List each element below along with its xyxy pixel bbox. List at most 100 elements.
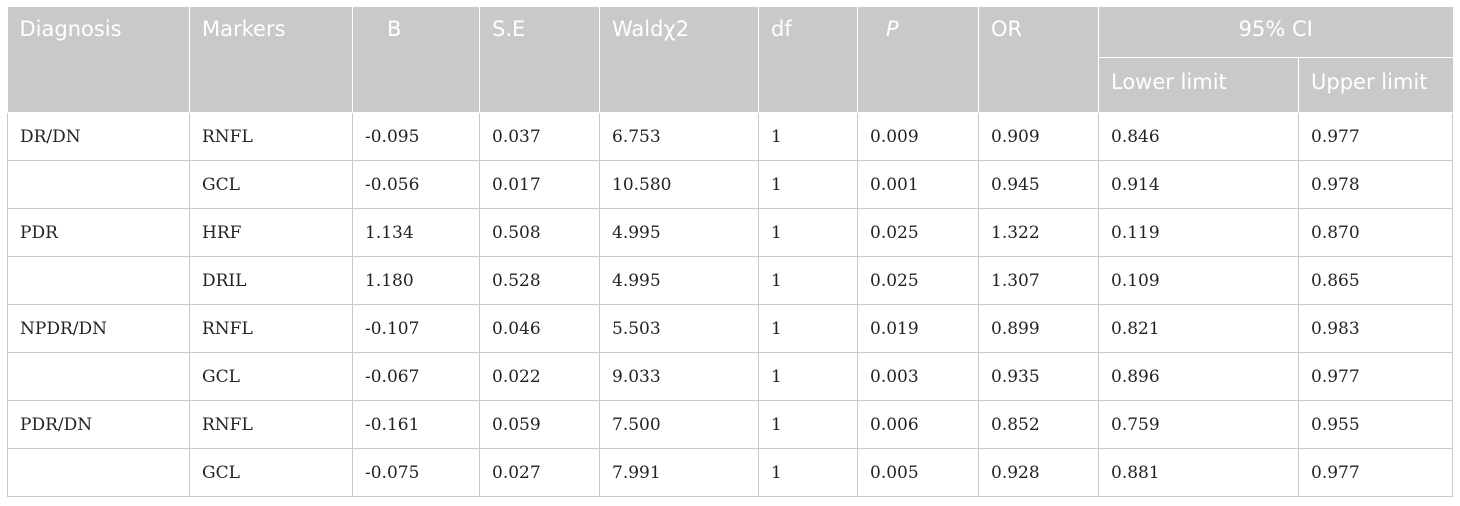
cell-marker: HRF (189, 208, 353, 257)
cell-wald: 5.503 (599, 304, 759, 353)
cell-marker: DRIL (189, 256, 353, 305)
cell-marker: GCL (189, 160, 353, 209)
cell-upper-limit: 0.978 (1298, 160, 1453, 209)
header-p: P (857, 7, 979, 113)
table-row: GCL -0.075 0.027 7.991 1 0.005 0.928 0.881 0.977 (7, 448, 1453, 497)
header-wald: Waldχ2 (599, 7, 759, 113)
cell-upper-limit: 0.977 (1298, 112, 1453, 161)
cell-or: 0.852 (978, 400, 1099, 449)
cell-lower-limit: 0.119 (1098, 208, 1299, 257)
table-row: PDR/DN RNFL -0.161 0.059 7.500 1 0.006 0.852 0.7… (7, 400, 1453, 449)
cell-upper-limit: 0.977 (1298, 352, 1453, 401)
header-or: OR (978, 7, 1099, 113)
cell-or: 0.909 (978, 112, 1099, 161)
cell-b: -0.107 (352, 304, 480, 353)
table-row: PDR HRF 1.134 0.508 4.995 1 0.025 1.322 0.119 0.8… (7, 208, 1453, 257)
cell-diagnosis: PDR (7, 208, 190, 257)
cell-se: 0.508 (479, 208, 600, 257)
cell-df: 1 (758, 256, 858, 305)
cell-p: 0.025 (857, 208, 979, 257)
cell-or: 0.899 (978, 304, 1099, 353)
table-row: GCL -0.056 0.017 10.580 1 0.001 0.945 0.914 0.97… (7, 160, 1453, 209)
table-row: GCL -0.067 0.022 9.033 1 0.003 0.935 0.896 0.977 (7, 352, 1453, 401)
table-row: DR/DN RNFL -0.095 0.037 6.753 1 0.009 0.909 0.84… (7, 112, 1453, 161)
table-row: DRIL 1.180 0.528 4.995 1 0.025 1.307 0.109 0.865 (7, 256, 1453, 305)
cell-df: 1 (758, 304, 858, 353)
cell-se: 0.059 (479, 400, 600, 449)
cell-se: 0.528 (479, 256, 600, 305)
header-b: B (352, 7, 480, 113)
cell-se: 0.022 (479, 352, 600, 401)
cell-p: 0.006 (857, 400, 979, 449)
cell-marker: RNFL (189, 304, 353, 353)
cell-lower-limit: 0.109 (1098, 256, 1299, 305)
header-markers: Markers (189, 7, 353, 113)
cell-or: 1.307 (978, 256, 1099, 305)
cell-diagnosis (7, 352, 190, 401)
cell-upper-limit: 0.865 (1298, 256, 1453, 305)
table-row: NPDR/DN RNFL -0.107 0.046 5.503 1 0.019 0.899 0.… (7, 304, 1453, 353)
cell-or: 1.322 (978, 208, 1099, 257)
cell-diagnosis (7, 448, 190, 497)
cell-wald: 7.500 (599, 400, 759, 449)
cell-b: -0.095 (352, 112, 480, 161)
cell-b: -0.161 (352, 400, 480, 449)
cell-diagnosis (7, 256, 190, 305)
cell-df: 1 (758, 352, 858, 401)
cell-df: 1 (758, 160, 858, 209)
cell-diagnosis: DR/DN (7, 112, 190, 161)
cell-marker: GCL (189, 448, 353, 497)
header-se: S.E (479, 7, 600, 113)
cell-upper-limit: 0.955 (1298, 400, 1453, 449)
results-table-container: Diagnosis Markers B S.E Waldχ2 df P OR 9… (7, 7, 1453, 497)
cell-wald: 4.995 (599, 256, 759, 305)
cell-lower-limit: 0.821 (1098, 304, 1299, 353)
cell-marker: RNFL (189, 112, 353, 161)
table-body: DR/DN RNFL -0.095 0.037 6.753 1 0.009 0.909 0.84… (7, 112, 1453, 497)
cell-b: -0.067 (352, 352, 480, 401)
cell-b: -0.075 (352, 448, 480, 497)
header-diagnosis: Diagnosis (7, 7, 190, 113)
cell-p: 0.003 (857, 352, 979, 401)
cell-lower-limit: 0.896 (1098, 352, 1299, 401)
cell-wald: 6.753 (599, 112, 759, 161)
cell-diagnosis: NPDR/DN (7, 304, 190, 353)
cell-wald: 10.580 (599, 160, 759, 209)
cell-upper-limit: 0.870 (1298, 208, 1453, 257)
cell-p: 0.025 (857, 256, 979, 305)
cell-df: 1 (758, 448, 858, 497)
cell-wald: 4.995 (599, 208, 759, 257)
cell-marker: GCL (189, 352, 353, 401)
header-95ci: 95% CI (1098, 7, 1453, 58)
cell-marker: RNFL (189, 400, 353, 449)
header-lower-limit: Lower limit (1098, 57, 1299, 113)
cell-p: 0.001 (857, 160, 979, 209)
cell-b: -0.056 (352, 160, 480, 209)
cell-se: 0.037 (479, 112, 600, 161)
cell-df: 1 (758, 208, 858, 257)
cell-or: 0.935 (978, 352, 1099, 401)
cell-upper-limit: 0.983 (1298, 304, 1453, 353)
cell-b: 1.180 (352, 256, 480, 305)
logistic-regression-table: Diagnosis Markers B S.E Waldχ2 df P OR 9… (7, 7, 1453, 497)
cell-diagnosis: PDR/DN (7, 400, 190, 449)
cell-lower-limit: 0.914 (1098, 160, 1299, 209)
cell-p: 0.019 (857, 304, 979, 353)
cell-or: 0.928 (978, 448, 1099, 497)
header-df: df (758, 7, 858, 113)
cell-wald: 7.991 (599, 448, 759, 497)
cell-upper-limit: 0.977 (1298, 448, 1453, 497)
cell-se: 0.027 (479, 448, 600, 497)
cell-p: 0.005 (857, 448, 979, 497)
cell-diagnosis (7, 160, 190, 209)
cell-lower-limit: 0.759 (1098, 400, 1299, 449)
cell-lower-limit: 0.881 (1098, 448, 1299, 497)
cell-lower-limit: 0.846 (1098, 112, 1299, 161)
cell-b: 1.134 (352, 208, 480, 257)
cell-se: 0.017 (479, 160, 600, 209)
cell-or: 0.945 (978, 160, 1099, 209)
cell-p: 0.009 (857, 112, 979, 161)
cell-df: 1 (758, 400, 858, 449)
header-upper-limit: Upper limit (1298, 57, 1453, 113)
table-header: Diagnosis Markers B S.E Waldχ2 df P OR 9… (7, 7, 1453, 113)
